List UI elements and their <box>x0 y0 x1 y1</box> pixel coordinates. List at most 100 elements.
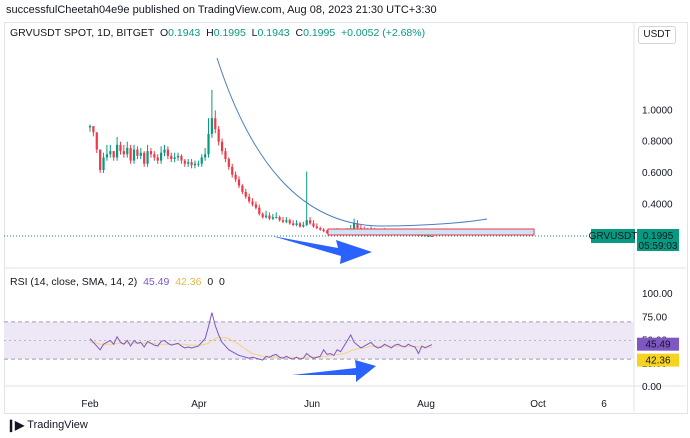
candle-body <box>132 149 136 161</box>
arrow-down-drawing[interactable] <box>272 236 372 264</box>
high-value: 0.1995 <box>213 27 246 39</box>
candle-body <box>312 223 315 227</box>
close-value: 0.1995 <box>303 27 336 39</box>
candle-body <box>258 207 261 214</box>
curve-drawing[interactable] <box>216 57 488 227</box>
ticker-tag-label: GRVUSDT <box>589 231 638 242</box>
price-range-box[interactable] <box>327 228 535 236</box>
candle-body <box>227 158 230 167</box>
candle-body <box>146 151 149 164</box>
candle-body <box>102 157 105 170</box>
candle-body <box>271 217 274 219</box>
candle-body <box>153 154 156 158</box>
rsi-extra-2: 0 <box>219 276 225 288</box>
candle-body <box>139 152 142 156</box>
candle-body <box>193 163 197 166</box>
candle-body <box>268 215 271 219</box>
candle-body <box>224 151 227 159</box>
rsi-tick-label: 75.00 <box>642 312 667 323</box>
rsi-label[interactable]: RSI (14, close, SMA, 14, 2) <box>10 276 138 288</box>
sma-value-tag <box>637 353 679 367</box>
rsi-tick-label: 100.00 <box>642 289 673 300</box>
candle-body <box>217 129 220 142</box>
rsi-line <box>89 312 433 361</box>
low-value: 0.1943 <box>257 27 290 39</box>
open-value: 0.1943 <box>168 27 201 39</box>
price-tick-label: 0.8000 <box>642 137 673 148</box>
time-tick-label: Aug <box>417 399 435 410</box>
price-tag-label: 0.1995 <box>643 231 674 242</box>
time-tick-label: 6 <box>601 399 607 410</box>
candle-body <box>264 215 268 218</box>
high-label: H <box>206 27 214 39</box>
candle-body <box>302 224 305 227</box>
candle-body <box>234 174 237 180</box>
tradingview-logo-icon[interactable]: ❙▶ <box>6 418 24 432</box>
candle-body <box>149 151 153 155</box>
candle-body <box>251 201 254 205</box>
candle-body <box>315 226 318 229</box>
candle-body <box>95 132 98 150</box>
candle-body <box>112 151 115 158</box>
publish-line: successfulCheetah04e9e published on Trad… <box>6 4 437 16</box>
candle-body <box>187 162 190 164</box>
candle-body <box>285 220 288 222</box>
sma-legend-value: 42.36 <box>175 276 202 288</box>
price-tick-label: 0.4000 <box>642 200 673 211</box>
candle-body <box>122 151 125 155</box>
candle-body <box>183 160 186 164</box>
candle-body <box>163 149 166 153</box>
arrow-rsi-drawing[interactable] <box>292 360 376 382</box>
candle-body <box>200 157 203 164</box>
candle-body <box>204 154 207 158</box>
candle-body <box>166 149 169 156</box>
candle-body <box>190 162 193 166</box>
candle-body <box>136 149 139 156</box>
time-tick-label: Feb <box>81 399 99 410</box>
candle-body <box>109 151 112 155</box>
candle-body <box>430 235 434 237</box>
candle-body <box>214 118 217 130</box>
candle-body <box>353 223 356 230</box>
main-legend: GRVUSDT SPOT, 1D, BITGET O0.1943 H0.1995… <box>10 27 425 39</box>
candle-body <box>322 229 325 232</box>
candle-body <box>220 141 224 152</box>
candle-body <box>308 220 312 224</box>
candle-body <box>197 163 200 165</box>
candle-body <box>319 228 322 230</box>
candle-body <box>248 196 251 202</box>
candle-body <box>173 157 176 159</box>
rsi-value-tag <box>637 337 679 351</box>
change-value: +0.0052 (+2.68%) <box>341 27 426 39</box>
candle-body <box>119 144 122 152</box>
candle-body <box>305 220 308 225</box>
candle-body <box>99 149 102 170</box>
candle-body <box>143 152 146 164</box>
candle-body <box>156 157 159 161</box>
candle-body <box>105 154 109 158</box>
close-label: C <box>295 27 304 39</box>
candle-body <box>129 148 132 161</box>
candle-body <box>126 148 129 155</box>
footer-brand[interactable]: TradingView <box>27 419 88 431</box>
candle-body <box>231 166 234 175</box>
time-tick-label: Oct <box>530 399 546 410</box>
rsi-extra-1: 0 <box>207 276 214 288</box>
time-tick-label: Jun <box>304 399 320 410</box>
low-label: L <box>251 27 258 39</box>
ticker-tag <box>591 229 635 243</box>
currency-button[interactable]: USDT <box>638 26 676 44</box>
candle-body <box>295 223 298 225</box>
candle-body <box>180 155 183 161</box>
sma-value-tag-label: 42.36 <box>645 356 670 367</box>
candle-body <box>325 231 329 233</box>
candle-body <box>356 223 359 229</box>
symbol-label[interactable]: GRVUSDT SPOT, 1D, BITGET <box>10 27 155 39</box>
candle-body <box>298 223 302 227</box>
candle-body <box>241 185 244 192</box>
rsi-legend-value: 45.49 <box>143 276 170 288</box>
candle-body <box>207 133 210 155</box>
time-tick-label: Apr <box>191 399 207 410</box>
candle-body <box>254 204 258 208</box>
